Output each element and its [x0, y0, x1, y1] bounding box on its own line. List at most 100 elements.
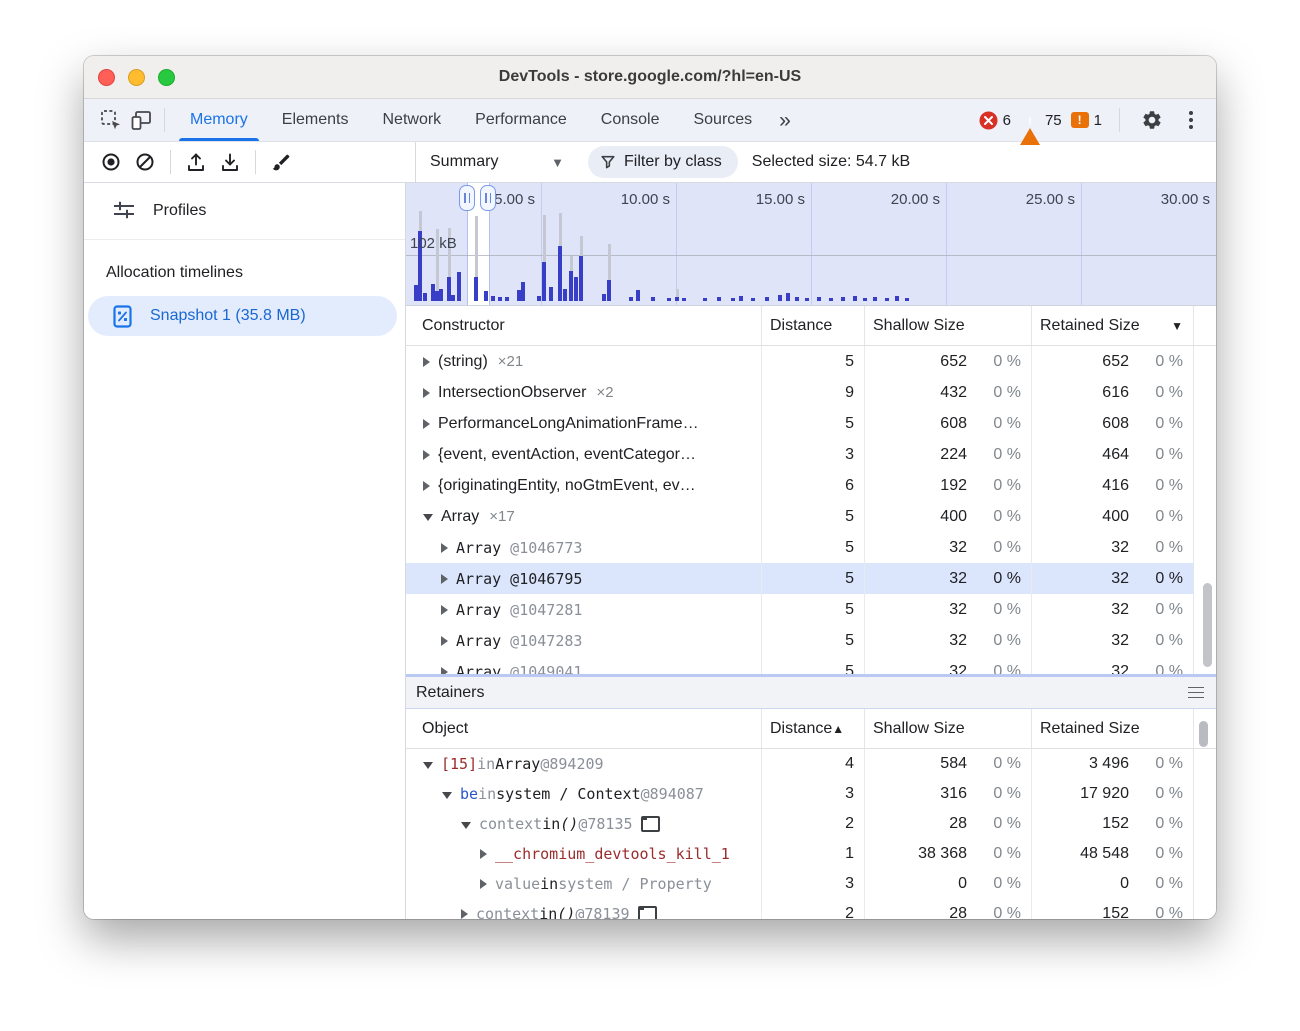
- timeline-selected-range[interactable]: [467, 183, 490, 305]
- selection-left-handle[interactable]: [459, 185, 475, 211]
- shallow-size-cell-value: 224: [940, 445, 967, 463]
- tab-network[interactable]: Network: [382, 111, 442, 128]
- sidebar-item-snapshot-1[interactable]: Snapshot 1 (35.8 MB): [88, 296, 397, 336]
- collapse-arrow-icon[interactable]: [480, 879, 487, 889]
- inspect-element-button[interactable]: [96, 105, 126, 135]
- expand-arrow-icon[interactable]: [423, 761, 433, 769]
- issues-badge[interactable]: ! 1: [1070, 112, 1102, 129]
- retainers-menu-button[interactable]: [1188, 686, 1204, 699]
- expand-arrow-icon[interactable]: [442, 791, 452, 799]
- collapse-arrow-icon[interactable]: [441, 635, 448, 646]
- constructor-row[interactable]: Array @1046795 5 32 0 % 32 0 %: [406, 563, 1216, 594]
- record-heap-button[interactable]: [96, 147, 126, 177]
- retainer-row[interactable]: context in () @78135 2 28 0 % 152 0 %: [406, 809, 1216, 839]
- constructor-row[interactable]: Array @1047281 5 32 0 % 32 0 %: [406, 594, 1216, 625]
- constructor-row[interactable]: (string) ×21 5 652 0 % 652 0 %: [406, 346, 1216, 377]
- collapse-arrow-icon[interactable]: [441, 666, 448, 674]
- retainers-distance-column-header[interactable]: Distance ▲: [761, 709, 864, 748]
- expand-arrow-icon[interactable]: [423, 514, 433, 521]
- tab-memory[interactable]: Memory: [173, 99, 265, 141]
- retainer-path-segment: (): [560, 815, 579, 833]
- constructor-row[interactable]: Array ×17 5 400 0 % 400 0 %: [406, 501, 1216, 532]
- retainers-scrollbar-thumb[interactable]: [1199, 720, 1208, 747]
- retainer-row[interactable]: context in () @78139 2 28 0 % 152 0 %: [406, 899, 1216, 919]
- collapse-arrow-icon[interactable]: [441, 604, 448, 615]
- collapse-arrow-icon[interactable]: [423, 449, 430, 460]
- retained-size-column-header[interactable]: Retained Size ▼: [1031, 306, 1193, 345]
- shallow-size-cell-percent: 0 %: [993, 631, 1021, 649]
- shallow-size-cell-value: 0: [958, 875, 967, 892]
- retained-size-cell-percent: 0 %: [1155, 600, 1183, 618]
- settings-button[interactable]: [1137, 105, 1167, 135]
- shallow-size-column-header[interactable]: Shallow Size: [864, 306, 1031, 345]
- collapse-arrow-icon[interactable]: [423, 387, 430, 398]
- frame-icon[interactable]: [640, 816, 660, 832]
- collapse-arrow-icon[interactable]: [441, 542, 448, 553]
- shallow-size-cell-value: 32: [949, 538, 967, 556]
- row-gutter: [1193, 839, 1216, 869]
- error-count: 6: [1002, 111, 1011, 129]
- object-column-header[interactable]: Object: [422, 719, 469, 737]
- constructor-row[interactable]: {originatingEntity, noGtmEvent, ev… 6 192 0…: [406, 470, 1216, 501]
- constructor-row[interactable]: {event, eventAction, eventCategor… 3 224 0 …: [406, 439, 1216, 470]
- constructor-column-header[interactable]: Constructor: [422, 316, 505, 334]
- load-profile-button[interactable]: [181, 147, 211, 177]
- constructor-scrollbar-thumb[interactable]: [1203, 583, 1212, 667]
- retained-size-cell-value: 0: [1120, 875, 1129, 892]
- constructor-row[interactable]: Array @1047283 5 32 0 % 32 0 %: [406, 625, 1216, 656]
- tune-icon: [113, 200, 135, 222]
- row-gutter: [1193, 470, 1216, 501]
- retainer-row[interactable]: [15] in Array @894209 4 584 0 % 3 496 0 %: [406, 749, 1216, 779]
- object-id: @1047281: [501, 600, 583, 619]
- profiles-header: Profiles: [84, 183, 405, 240]
- retainer-object-cell: be in system / Context @894087: [406, 779, 761, 809]
- tab-performance[interactable]: Performance: [475, 111, 567, 128]
- constructor-row[interactable]: IntersectionObserver ×2 9 432 0 % 616 0 %: [406, 377, 1216, 408]
- filter-by-class-button[interactable]: Filter by class: [588, 146, 738, 178]
- retainer-row[interactable]: __chromium_devtools_kill_1 1 38 368 0 % 48 5…: [406, 839, 1216, 869]
- constructor-row[interactable]: Array @1049041 5 32 0 % 32 0 %: [406, 656, 1216, 674]
- row-gutter: [1193, 532, 1216, 563]
- zoom-window-button[interactable]: [158, 68, 175, 86]
- console-errors-badge[interactable]: 6: [979, 111, 1011, 130]
- collapse-arrow-icon[interactable]: [423, 356, 430, 367]
- retained-size-cell-value: 616: [1102, 383, 1129, 401]
- console-warnings-badge[interactable]: ! 75: [1019, 111, 1062, 145]
- collapse-arrow-icon[interactable]: [423, 480, 430, 491]
- shallow-size-cell: 400 0 %: [864, 501, 1031, 532]
- retainer-object-cell: [15] in Array @894209: [406, 749, 761, 779]
- retainers-shallow-column-header[interactable]: Shallow Size: [864, 709, 1031, 748]
- shallow-size-cell-value: 608: [940, 414, 967, 432]
- row-gutter: [1193, 899, 1216, 919]
- distance-column-header[interactable]: Distance: [761, 306, 864, 345]
- constructor-cell: Array @1046773: [406, 532, 761, 563]
- collapse-arrow-icon[interactable]: [480, 849, 487, 859]
- retainer-path-segment: in: [539, 905, 558, 919]
- expand-arrow-icon[interactable]: [461, 821, 471, 829]
- retainer-row[interactable]: be in system / Context @894087 3 316 0 % 17 …: [406, 779, 1216, 809]
- collapse-arrow-icon[interactable]: [441, 573, 448, 584]
- save-profile-button[interactable]: [215, 147, 245, 177]
- shallow-size-cell: 608 0 %: [864, 408, 1031, 439]
- clear-profiles-button[interactable]: [130, 147, 160, 177]
- more-tabs-button[interactable]: »: [779, 108, 791, 132]
- collapse-arrow-icon[interactable]: [461, 909, 468, 919]
- close-window-button[interactable]: [98, 68, 115, 86]
- constructor-row[interactable]: Array @1046773 5 32 0 % 32 0 %: [406, 532, 1216, 563]
- allocation-timeline-overview[interactable]: 102 kB 5.00 s 10.00 s 15.00 s 20.00 s 25.00 …: [406, 183, 1216, 305]
- constructor-row[interactable]: PerformanceLongAnimationFrame… 5 608 0 % 608…: [406, 408, 1216, 439]
- tab-sources[interactable]: Sources: [693, 111, 753, 128]
- selection-right-handle[interactable]: [480, 185, 496, 211]
- collapse-arrow-icon[interactable]: [423, 418, 430, 429]
- retainer-row[interactable]: value in system / Property 3 0 0 % 0 0 %: [406, 869, 1216, 899]
- shallow-size-cell: 652 0 %: [864, 346, 1031, 377]
- device-toolbar-button[interactable]: [126, 105, 156, 135]
- perspective-select[interactable]: Summary ▼: [424, 153, 574, 171]
- collect-garbage-button[interactable]: [266, 147, 296, 177]
- frame-icon[interactable]: [637, 906, 657, 919]
- more-options-button[interactable]: [1176, 105, 1206, 135]
- retainers-retained-column-header[interactable]: Retained Size: [1031, 709, 1193, 748]
- tab-elements[interactable]: Elements: [281, 111, 349, 128]
- tab-console[interactable]: Console: [600, 111, 660, 128]
- minimize-window-button[interactable]: [128, 68, 145, 86]
